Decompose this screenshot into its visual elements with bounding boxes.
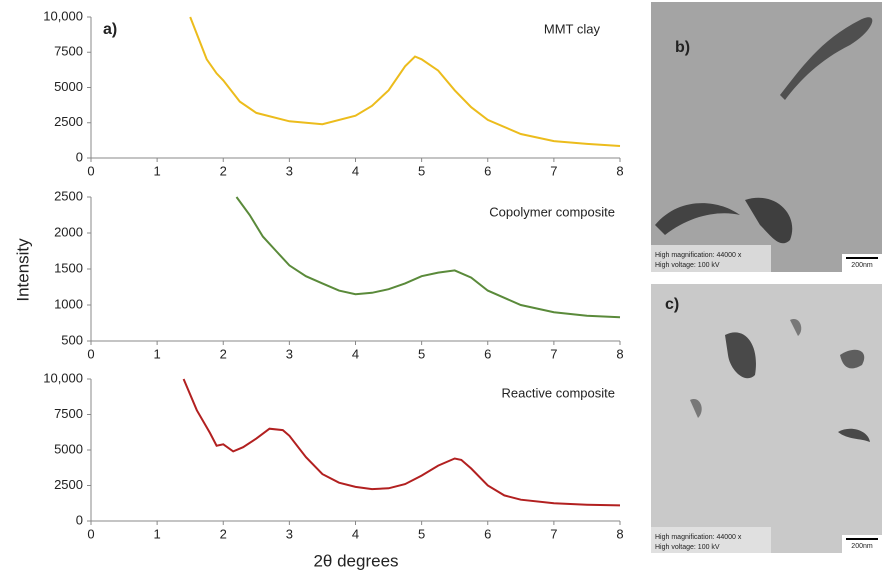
data-line [235,196,621,319]
y-tick-label: 7500 [54,44,83,59]
y-tick-label: 0 [76,149,83,164]
x-tick-label: 6 [484,526,491,541]
x-axis-label: 2θ degrees [313,551,398,570]
x-tick-label: 2 [220,346,227,361]
x-tick-label: 2 [220,526,227,541]
x-tick-label: 1 [154,346,161,361]
image-info: High magnification: 44000 x [655,534,742,541]
data-line [182,378,621,507]
y-tick-label: 2500 [54,477,83,492]
y-tick-label: 5000 [54,79,83,94]
x-tick-label: 0 [87,526,94,541]
x-tick-label: 1 [154,526,161,541]
x-tick-label: 8 [616,526,623,541]
image-info: High voltage: 100 kV [655,262,720,269]
x-tick-label: 7 [550,163,557,178]
image-info: High voltage: 100 kV [655,544,720,551]
x-tick-label: 3 [286,163,293,178]
x-tick-label: 6 [484,346,491,361]
x-tick-label: 4 [352,346,359,361]
tem-image-b: b) High magnification: 44000 x High volt… [651,2,882,272]
chart-title: Copolymer composite [489,204,615,219]
x-tick-label: 3 [286,526,293,541]
scale-bar-label: 200nm [851,262,873,269]
y-tick-label: 1000 [54,296,83,311]
x-tick-label: 8 [616,163,623,178]
image-info: High magnification: 44000 x [655,252,742,259]
y-tick-label: 5000 [54,441,83,456]
x-tick-label: 5 [418,346,425,361]
x-tick-label: 0 [87,163,94,178]
x-tick-label: 2 [220,163,227,178]
y-tick-label: 7500 [54,406,83,421]
x-tick-label: 7 [550,346,557,361]
panel-label: b) [675,39,690,56]
y-tick-label: 10,000 [43,370,83,385]
scale-bar-label: 200nm [851,543,873,550]
y-axis-label: Intensity [13,238,32,302]
x-tick-label: 8 [616,346,623,361]
x-tick-label: 5 [418,163,425,178]
y-tick-label: 2500 [54,114,83,129]
y-tick-label: 500 [61,332,83,347]
x-tick-label: 3 [286,346,293,361]
y-tick-label: 0 [76,512,83,527]
x-tick-label: 1 [154,163,161,178]
tem-image-c: c) High magnification: 44000 x High volt… [651,284,882,553]
data-line [189,16,621,147]
panel-label: c) [665,296,679,313]
x-tick-label: 4 [352,526,359,541]
chart-title: MMT clay [544,21,601,36]
x-tick-label: 0 [87,346,94,361]
x-tick-label: 4 [352,163,359,178]
y-tick-label: 1500 [54,260,83,275]
y-tick-label: 10,000 [43,8,83,23]
x-tick-label: 6 [484,163,491,178]
x-tick-label: 7 [550,526,557,541]
y-tick-label: 2000 [54,224,83,239]
x-tick-label: 5 [418,526,425,541]
panel-label: a) [103,21,117,38]
chart-title: Reactive composite [502,385,615,400]
y-tick-label: 2500 [54,188,83,203]
